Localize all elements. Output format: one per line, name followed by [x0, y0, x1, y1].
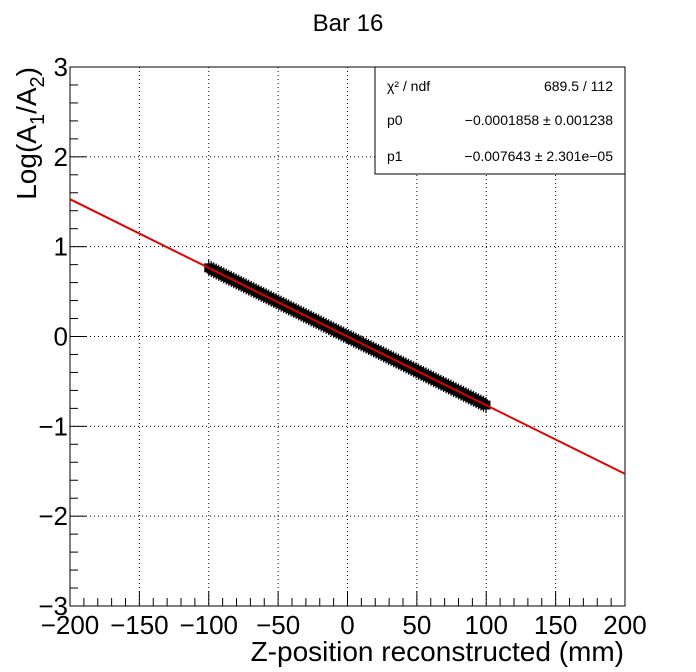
chart-title: Bar 16 — [313, 10, 384, 37]
stats-label-p1: p1 — [387, 148, 403, 164]
x-axis-title: Z-position reconstructed (mm) — [251, 636, 624, 667]
stats-value-chi2: 689.5 / 112 — [544, 78, 613, 94]
y-axis-title-close: ) — [11, 67, 42, 76]
y-tick-label: 0 — [54, 322, 68, 352]
y-tick-label: 2 — [54, 142, 68, 172]
x-tick-label: 0 — [340, 610, 354, 640]
x-tick-label: 50 — [402, 610, 431, 640]
stats-value-p1: −0.007643 ± 2.301e−05 — [464, 148, 613, 164]
y-tick-label: −2 — [38, 501, 68, 531]
fit-line — [69, 198, 626, 475]
stats-value-p0: −0.0001858 ± 0.001238 — [465, 112, 613, 128]
stats-label-chi2: χ² / ndf — [387, 78, 430, 94]
y-tick-label: 3 — [54, 52, 68, 82]
axis-ticks — [69, 66, 626, 607]
stats-box: χ² / ndf 689.5 / 112 p0 −0.0001858 ± 0.0… — [374, 66, 626, 175]
fit-line-group — [69, 198, 626, 475]
stats-box-frame — [374, 66, 626, 175]
x-tick-label: −150 — [110, 610, 169, 640]
x-tick-label: 100 — [465, 610, 508, 640]
y-axis-title: Log(A1/A2) — [11, 67, 49, 200]
x-tick-label: 150 — [534, 610, 577, 640]
y-axis-title-log: Log(A — [11, 125, 42, 200]
y-tick-label: −3 — [38, 591, 68, 621]
x-tick-label: −50 — [256, 610, 300, 640]
y-tick-label: −1 — [38, 411, 68, 441]
y-axis-title-sub1: 1 — [27, 114, 49, 125]
y-axis-title-sub2: 2 — [27, 76, 49, 87]
x-tick-label: −200 — [41, 610, 100, 640]
y-tick-label: 1 — [54, 232, 68, 262]
x-tick-label: −100 — [179, 610, 238, 640]
y-axis-title-slash: /A — [11, 87, 42, 114]
stats-label-p0: p0 — [387, 112, 403, 128]
x-tick-label: 200 — [603, 610, 646, 640]
tick-labels: −200 −150 −100 −50 0 50 100 150 200 −3 −2 −1 0 1 2 3 — [38, 52, 646, 640]
grid-lines — [70, 67, 625, 606]
